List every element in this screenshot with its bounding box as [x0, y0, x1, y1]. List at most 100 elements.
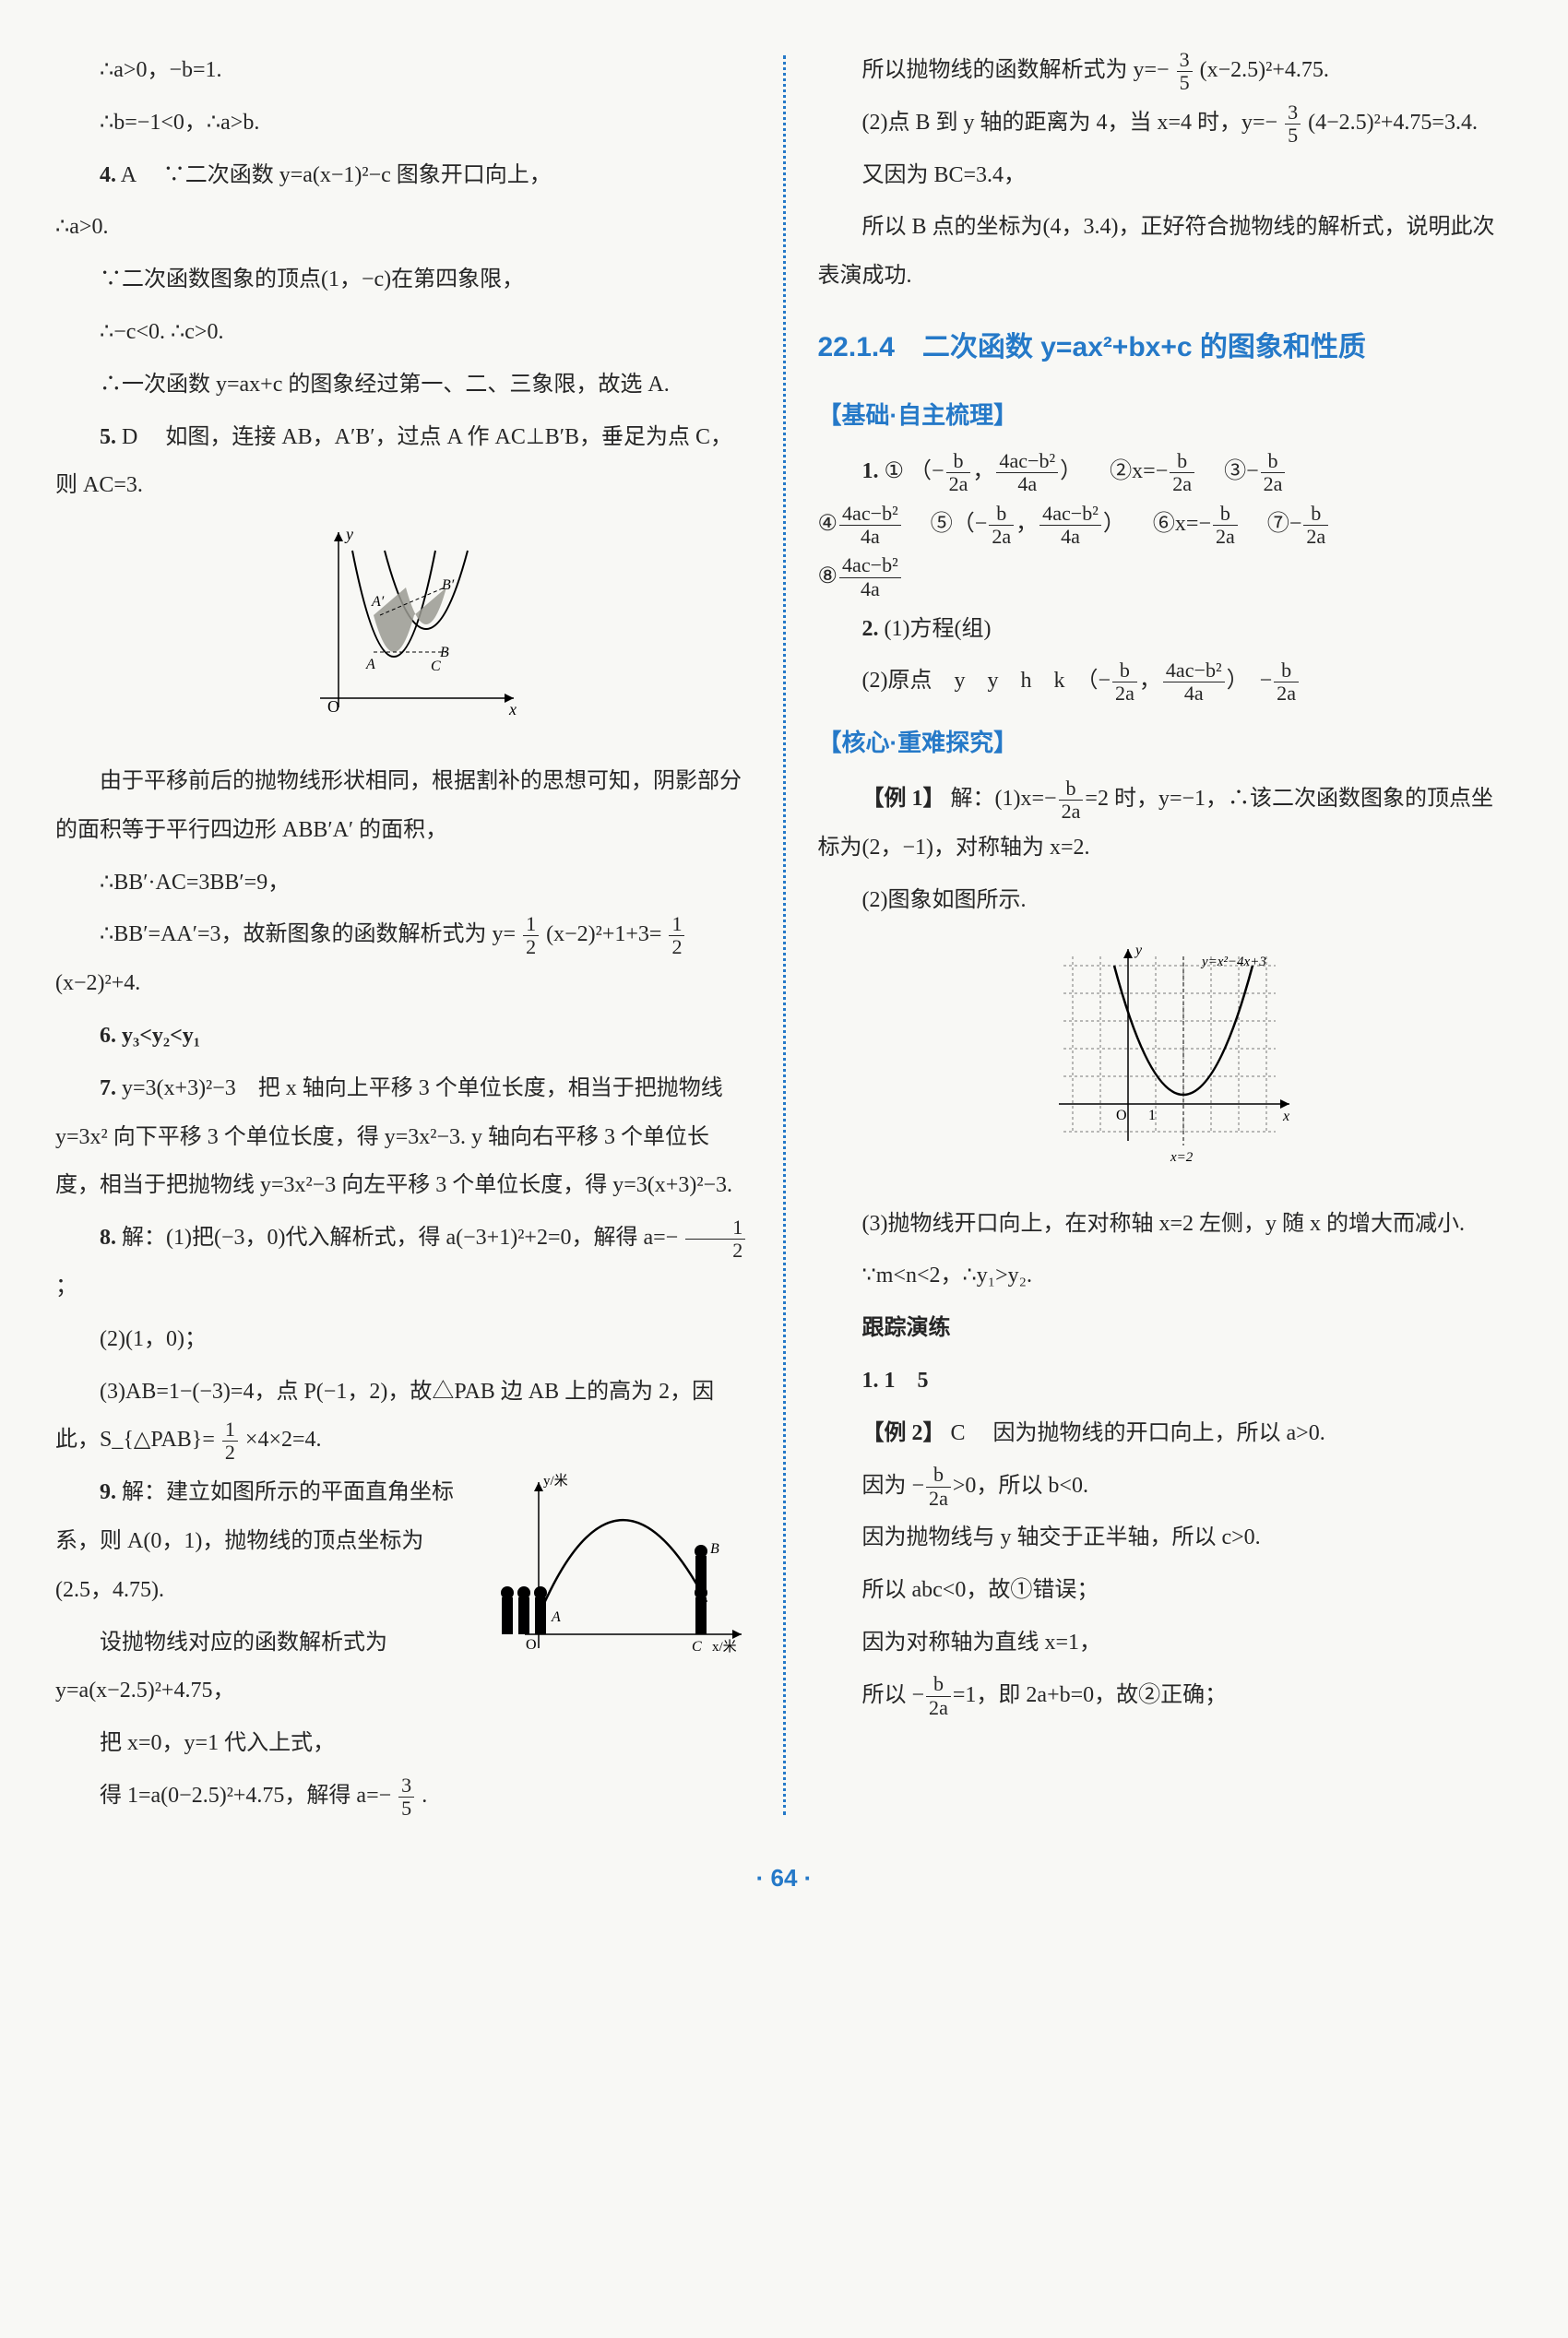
q-num: 7. [100, 1076, 116, 1100]
fraction: 4ac−b²4a [1163, 659, 1225, 706]
text: ∴BB′=AA′=3，故新图象的函数解析式为 y= 12 (x−2)²+1+3=… [55, 910, 751, 1008]
text: . [422, 1784, 427, 1808]
label-C: C [431, 659, 441, 674]
text: （− [953, 512, 988, 536]
a2-l2: (2)原点 y y h k （−b2a，4ac−b²4a） −b2a [818, 657, 1514, 706]
section-sub: 【基础·自主梳理】 [818, 389, 1514, 442]
text: (3)AB=1−(−3)=4，点 P(−1，2)，故△PAB 边 AB 上的高为… [55, 1380, 714, 1453]
text: (2)(1，0)； [55, 1315, 751, 1364]
text: − [1289, 512, 1302, 536]
text: (x−2)²+4. [55, 971, 140, 995]
label-O: O [327, 697, 339, 716]
text: 1. 1 5 [862, 1369, 929, 1393]
q8: 8. 解：(1)把(−3，0)代入解析式，得 a(−3+1)²+2=0，解得 a… [55, 1214, 751, 1311]
text: 1. 1 5 [818, 1357, 1514, 1406]
text: − [1246, 459, 1259, 483]
text: ∵二次函数图象的顶点(1，−c)在第四象限， [55, 255, 751, 304]
example-num: 【例 1】 [818, 787, 945, 811]
q-num: 2. [862, 617, 879, 641]
circled-num: ② [1110, 459, 1132, 483]
answer-block-1b: ④4ac−b²4a ⑤（−b2a，4ac−b²4a） ⑥x=−b2a ⑦−b2a [818, 500, 1514, 549]
text: >0，所以 b<0. [953, 1474, 1088, 1498]
q9: O y/米 x/米 A B C [55, 1468, 751, 1719]
text: ∵二次函数 y=a(x−1)²−c 图象开口向上， [163, 163, 552, 187]
circled-num: ④ [818, 512, 838, 536]
label-C: C [692, 1639, 702, 1655]
fraction: b2a [1112, 659, 1137, 706]
text: (4−2.5)²+4.75=3.4. [1308, 111, 1478, 135]
text: (2)点 B 到 y 轴的距离为 4，当 x=4 时，y=− 35 (4−2.5… [818, 99, 1514, 148]
page-number: · 64 · [55, 1852, 1513, 1905]
circled-num: ① [885, 459, 905, 483]
text: x=− [1132, 459, 1168, 483]
text: =1，即 2a+b=0，故②正确； [953, 1683, 1227, 1707]
ex1: 【例 1】 解：(1)x=−b2a=2 时，y=−1，∴该二次函数图象的顶点坐标… [818, 775, 1514, 872]
text: ∴b=−1<0，∴a>b. [55, 99, 751, 148]
text: 所以抛物线的函数解析式为 y=− 35 (x−2.5)²+4.75. [818, 46, 1514, 95]
label-O: O [526, 1637, 537, 1653]
label-A: A [551, 1609, 561, 1625]
answer: C [951, 1421, 966, 1445]
text: ∴−c<0. ∴c>0. [55, 308, 751, 357]
text: x=− [1175, 512, 1211, 536]
q-num: 8. [100, 1226, 116, 1250]
text: ∴BB′=AA′=3，故新图象的函数解析式为 y= [55, 922, 516, 946]
label-y: y [1134, 943, 1143, 958]
text: 因为抛物线的开口向上，所以 a>0. [993, 1421, 1325, 1445]
answer-block-1c: ⑧4ac−b²4a [818, 552, 1514, 601]
fraction: 12 [669, 913, 684, 959]
text: ） [1103, 512, 1125, 536]
fraction: b2a [1303, 503, 1328, 549]
fraction: 4ac−b²4a [996, 450, 1058, 496]
text: （− [909, 459, 944, 483]
fraction: b2a [989, 503, 1014, 549]
text: (3)抛物线开口向上，在对称轴 x=2 左侧，y 随 x 的增大而减小. [818, 1200, 1514, 1249]
answer-block-1: 1. ① （−b2a，4ac−b²4a） ②x=−b2a ③−b2a [818, 447, 1514, 496]
circled-num: ③ [1224, 459, 1246, 483]
text: (2)图象如图所示. [818, 876, 1514, 925]
fraction: 35 [398, 1774, 414, 1821]
page-columns: ∴a>0，−b=1. ∴b=−1<0，∴a>b. 4. A ∵二次函数 y=a(… [55, 46, 1513, 1824]
text: (3)AB=1−(−3)=4，点 P(−1，2)，故△PAB 边 AB 上的高为… [55, 1368, 751, 1466]
circled-num: ⑤ [931, 512, 953, 536]
text: ， [1139, 669, 1161, 693]
fraction: 12 [523, 913, 539, 959]
label-1: 1 [1148, 1108, 1156, 1123]
label-B: B [440, 645, 449, 660]
text: ∴a>0. [55, 203, 751, 252]
circled-num: ⑦ [1267, 512, 1289, 536]
q4: 4. A ∵二次函数 y=a(x−1)²−c 图象开口向上， [55, 151, 751, 200]
label-x: x/米 [712, 1639, 737, 1655]
fraction: b2a [946, 450, 971, 496]
text: ） − [1227, 669, 1273, 693]
label-A: A [365, 657, 375, 672]
text: ∵m<n<2，∴y₁>y₂. [818, 1252, 1514, 1300]
fraction: 35 [1177, 49, 1193, 95]
fraction: b2a [1274, 659, 1299, 706]
column-divider [783, 55, 786, 1815]
text: 因为 − [818, 1474, 925, 1498]
text: ； [55, 1275, 77, 1299]
text: 所以 −b2a=1，即 2a+b=0，故②正确； [818, 1671, 1514, 1720]
a2: 2. (1)方程(组) [818, 605, 1514, 654]
text: 由于平移前后的抛物线形状相同，根据割补的思想可知，阴影部分的面积等于平行四边形 … [55, 757, 751, 855]
fraction: 12 [685, 1216, 745, 1263]
text: 跟踪演练 [862, 1316, 951, 1340]
text: 因为抛物线与 y 轴交于正半轴，所以 c>0. [818, 1513, 1514, 1562]
text: (2)原点 y y h k （− [818, 669, 1111, 693]
text: 又因为 BC=3.4， [818, 151, 1514, 200]
text: 所以抛物线的函数解析式为 y=− [818, 58, 1170, 82]
text: 所以 abc<0，故①错误； [818, 1566, 1514, 1615]
text: 所以 − [818, 1683, 925, 1707]
label-Ap: A′ [371, 594, 385, 610]
left-column: ∴a>0，−b=1. ∴b=−1<0，∴a>b. 4. A ∵二次函数 y=a(… [55, 46, 751, 1824]
text: (x−2)²+1+3= [546, 922, 661, 946]
fraction: 4ac−b²4a [1039, 503, 1101, 549]
ex2: 【例 2】 C 因为抛物线的开口向上，所以 a>0. [818, 1409, 1514, 1458]
label-Bp: B′ [442, 577, 455, 593]
fraction: 4ac−b²4a [839, 554, 901, 600]
q9-figure: O y/米 x/米 A B C [474, 1468, 751, 1680]
label-O: O [1116, 1108, 1127, 1123]
fraction: b2a [1261, 450, 1286, 496]
parabola-shift-svg: O x y A B C A′ B′ [283, 523, 523, 726]
